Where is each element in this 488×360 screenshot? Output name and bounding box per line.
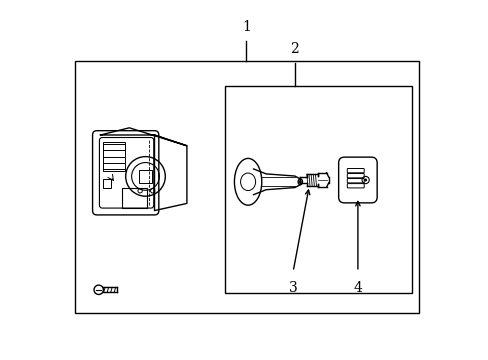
Bar [103,179,111,188]
Circle shape [364,179,366,181]
Bar [138,170,152,183]
Text: 3: 3 [288,281,297,295]
Bar [224,86,411,293]
Bar [102,142,124,171]
Text: 1: 1 [242,20,250,34]
Bar [122,188,147,208]
Text: 2: 2 [290,42,299,56]
Text: 4: 4 [353,281,362,295]
Bar [75,61,418,313]
